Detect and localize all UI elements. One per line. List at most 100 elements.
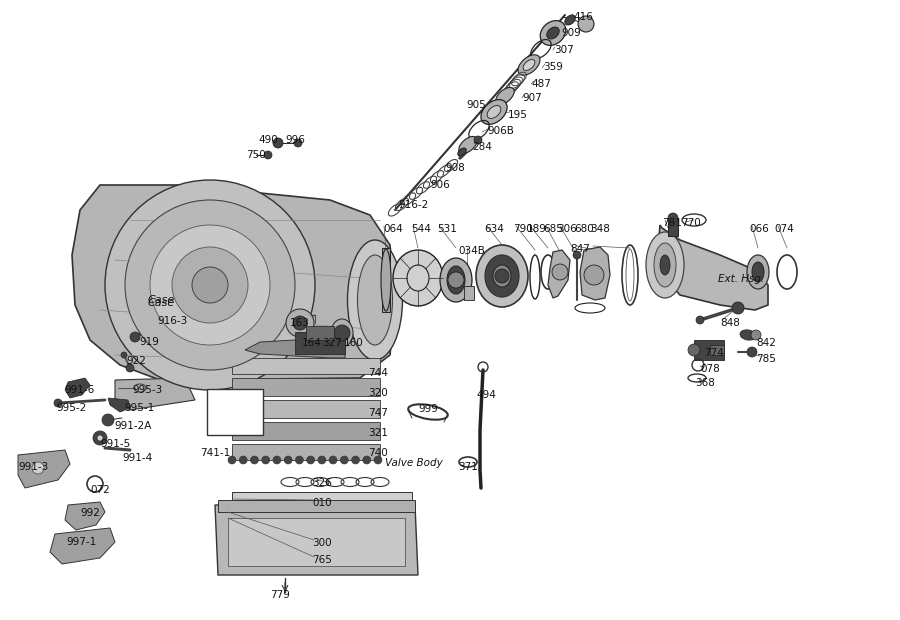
Text: 991-6: 991-6 <box>64 385 94 395</box>
Bar <box>232 400 380 418</box>
Polygon shape <box>580 247 610 300</box>
Circle shape <box>172 247 248 323</box>
Polygon shape <box>50 528 115 564</box>
Circle shape <box>573 251 581 259</box>
Text: 905: 905 <box>466 100 486 110</box>
Text: 300: 300 <box>312 538 331 548</box>
Bar <box>306 330 314 348</box>
Text: 326: 326 <box>312 478 332 488</box>
Ellipse shape <box>654 243 676 287</box>
Text: 916-2: 916-2 <box>398 200 428 210</box>
Text: 906: 906 <box>430 180 450 190</box>
Ellipse shape <box>458 148 466 156</box>
Circle shape <box>584 265 604 285</box>
Text: Case: Case <box>148 298 176 308</box>
Bar <box>306 326 334 340</box>
Ellipse shape <box>496 87 514 105</box>
Circle shape <box>262 456 270 464</box>
Polygon shape <box>65 378 90 398</box>
Bar <box>295 332 345 354</box>
Bar <box>232 492 412 506</box>
Circle shape <box>126 364 134 372</box>
Bar <box>232 422 380 440</box>
Text: 907: 907 <box>522 93 542 103</box>
Text: 995-3: 995-3 <box>132 385 162 395</box>
Text: 770: 770 <box>681 218 701 228</box>
Text: 991-4: 991-4 <box>122 453 152 463</box>
Ellipse shape <box>381 249 391 311</box>
Text: Valve Body: Valve Body <box>385 458 443 468</box>
Ellipse shape <box>440 258 472 302</box>
Circle shape <box>228 456 236 464</box>
Text: 195: 195 <box>508 110 528 120</box>
Text: 416: 416 <box>573 12 593 22</box>
Ellipse shape <box>660 255 670 275</box>
Text: 359: 359 <box>543 62 562 72</box>
Circle shape <box>578 16 594 32</box>
Ellipse shape <box>407 265 429 291</box>
Bar <box>232 378 380 396</box>
Text: 992: 992 <box>80 508 100 518</box>
Text: 995-2: 995-2 <box>56 403 86 413</box>
Text: 494: 494 <box>476 390 496 400</box>
Circle shape <box>552 264 568 280</box>
Bar <box>232 358 380 374</box>
Circle shape <box>93 431 107 445</box>
Polygon shape <box>108 398 130 412</box>
Circle shape <box>352 456 359 464</box>
Polygon shape <box>548 250 570 298</box>
Circle shape <box>318 456 326 464</box>
Ellipse shape <box>481 100 507 125</box>
Text: 999: 999 <box>418 404 438 414</box>
Text: 320: 320 <box>368 388 388 398</box>
Text: 750: 750 <box>246 150 266 160</box>
Bar <box>382 248 390 312</box>
Text: 916-3: 916-3 <box>157 316 187 326</box>
Text: Ext. Hsg.: Ext. Hsg. <box>718 274 764 284</box>
Bar <box>464 286 474 300</box>
Circle shape <box>125 200 295 370</box>
Ellipse shape <box>540 20 566 45</box>
Circle shape <box>264 151 272 159</box>
Ellipse shape <box>547 27 559 39</box>
Circle shape <box>284 456 292 464</box>
Ellipse shape <box>747 255 769 289</box>
Text: 740: 740 <box>368 448 388 458</box>
Circle shape <box>696 316 704 324</box>
Circle shape <box>273 456 281 464</box>
Polygon shape <box>658 225 768 310</box>
Polygon shape <box>215 505 418 575</box>
Polygon shape <box>72 185 395 380</box>
Ellipse shape <box>476 245 528 307</box>
Circle shape <box>374 456 382 464</box>
Circle shape <box>192 267 228 303</box>
Circle shape <box>688 344 700 356</box>
Text: 747: 747 <box>368 408 388 418</box>
Text: 991-5: 991-5 <box>100 439 130 449</box>
Text: 781: 781 <box>662 218 682 228</box>
Bar <box>228 518 405 566</box>
FancyBboxPatch shape <box>207 389 263 435</box>
Polygon shape <box>18 450 70 488</box>
Ellipse shape <box>347 240 402 360</box>
Bar <box>232 444 380 460</box>
Circle shape <box>340 456 348 464</box>
Ellipse shape <box>487 105 501 118</box>
Bar <box>710 345 724 355</box>
Ellipse shape <box>447 266 465 294</box>
Bar <box>668 218 678 236</box>
Circle shape <box>732 302 744 314</box>
Text: 306: 306 <box>557 224 577 234</box>
Circle shape <box>363 456 371 464</box>
Circle shape <box>130 332 140 342</box>
Circle shape <box>474 136 482 144</box>
Text: 922: 922 <box>126 356 146 366</box>
Text: 072: 072 <box>90 485 110 495</box>
Circle shape <box>273 138 283 148</box>
Circle shape <box>102 414 114 426</box>
Circle shape <box>250 456 258 464</box>
Text: 487: 487 <box>531 79 551 89</box>
Text: 744: 744 <box>368 368 388 378</box>
Text: 074: 074 <box>774 224 794 234</box>
Text: 779: 779 <box>270 590 290 600</box>
